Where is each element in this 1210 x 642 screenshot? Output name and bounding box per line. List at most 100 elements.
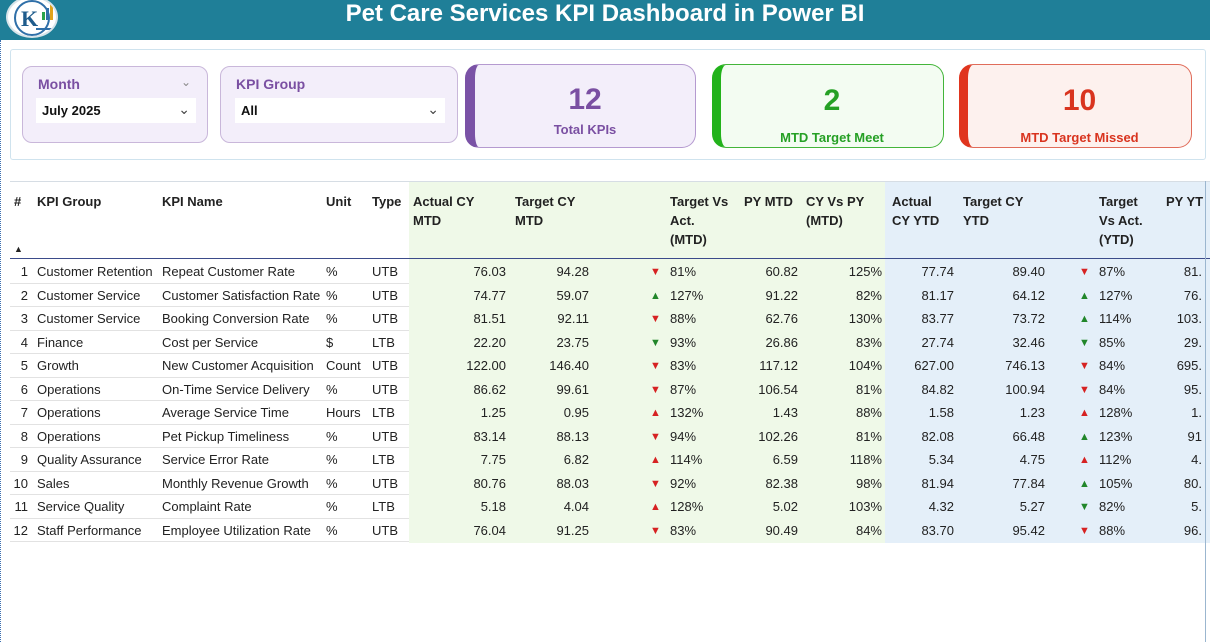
table-row[interactable]: 6 Operations On-Time Service Delivery% UTB 8…	[10, 378, 1210, 401]
cell-unit: %	[326, 311, 338, 326]
table-row[interactable]: 4 Finance Cost per Service $ LTB 22.20 23.75 ▼ 9…	[10, 331, 1210, 354]
cell-target-cy-mtd: 23.75	[556, 334, 589, 350]
cell-actual-cy-mtd: 80.76	[473, 475, 506, 491]
mtd-status-icon: ▲	[650, 454, 661, 466]
cell-unit: %	[326, 475, 338, 491]
column-header-kpi-group[interactable]: KPI Group	[37, 194, 102, 209]
cell-py-ytd: 95.	[1183, 381, 1202, 397]
column-header-cy-vs-py-mtd[interactable]: CY Vs PY (MTD)	[806, 192, 864, 230]
column-header-target-vs-act-mtd[interactable]: Target Vs Act. (MTD)	[670, 192, 728, 249]
cell-type: UTB	[372, 358, 398, 373]
mtd-status-icon: ▼	[650, 383, 661, 396]
cell-kpi-name: New Customer Acquisition	[162, 358, 314, 373]
cell-kpi-name: Service Error Rate	[162, 452, 269, 467]
cell-kpi-name: Complaint Rate	[162, 499, 252, 514]
cell-kpi-group: Service Quality	[37, 499, 125, 514]
cell-kpi-name: Customer Satisfaction Rate	[162, 287, 321, 303]
column-header-py-mtd[interactable]: PY MTD	[744, 194, 793, 209]
chevron-down-icon[interactable]: ⌄	[178, 101, 190, 117]
table-row[interactable]: 5 Growth New Customer Acquisition Count UTB 1…	[10, 354, 1210, 378]
mtd-status-icon: ▼	[650, 336, 661, 349]
cell-target-cy-mtd: 88.03	[556, 475, 589, 491]
row-divider	[10, 306, 409, 307]
kpi-table[interactable]: # ▲ KPI Group KPI Name Unit Type Actual …	[10, 181, 1210, 642]
table-row[interactable]: 8 Operations Pet Pickup Timeliness% UTB 83.1…	[10, 425, 1210, 448]
month-slicer[interactable]: Month ⌄ July 2025 ⌄	[22, 66, 208, 143]
cell-type: UTB	[372, 522, 398, 538]
month-dropdown[interactable]: July 2025 ⌄	[36, 98, 196, 123]
mtd-target-meet-value: 2	[823, 84, 841, 117]
cell-kpi-group: Customer Service	[37, 287, 141, 303]
cell-target-vs-act-mtd: 92%	[670, 475, 697, 491]
cell-type: LTB	[372, 405, 395, 420]
cell-actual-cy-mtd: 22.20	[473, 334, 506, 350]
header-line: Target CY	[963, 194, 1024, 209]
cell-target-cy-ytd: 4.75	[1019, 452, 1045, 467]
cell-target-vs-act-ytd: 127%	[1099, 287, 1133, 303]
cell-target-vs-act-ytd: 84%	[1099, 381, 1126, 397]
month-value: July 2025	[42, 103, 101, 118]
cell-number: 12	[13, 522, 28, 538]
column-header-target-vs-act-ytd[interactable]: Target Vs Act. (YTD)	[1099, 192, 1143, 249]
cell-target-vs-act-mtd: 132%	[670, 405, 704, 420]
table-row[interactable]: 2 Customer Service Customer Satisfaction R…	[10, 284, 1210, 307]
cell-actual-cy-mtd: 5.18	[480, 499, 506, 514]
mtd-status-icon: ▲	[650, 289, 661, 302]
column-header-target-cy-ytd[interactable]: Target CY YTD	[963, 192, 1023, 230]
cell-actual-cy-mtd: 86.62	[473, 381, 506, 397]
cell-target-vs-act-mtd: 88%	[670, 311, 697, 326]
cell-actual-cy-ytd: 82.08	[921, 428, 954, 444]
cell-cy-vs-py-mtd: 130%	[848, 311, 882, 326]
cell-kpi-group: Growth	[37, 358, 79, 373]
column-header-actual-cy-ytd[interactable]: Actual CY YTD	[892, 192, 939, 230]
table-row[interactable]: 10 Sales Monthly Revenue Growth% UTB 80.76 88…	[10, 472, 1210, 495]
chevron-down-icon[interactable]: ⌄	[180, 75, 191, 89]
table-row[interactable]: 3 Customer Service Booking Conversion Rate…	[10, 307, 1210, 331]
column-header-unit[interactable]: Unit	[326, 194, 352, 209]
mtd-target-missed-label: MTD Target Missed	[1020, 130, 1139, 145]
chevron-down-icon[interactable]: ⌄	[427, 101, 439, 117]
cell-target-vs-act-ytd: 84%	[1099, 358, 1126, 373]
cell-target-cy-mtd: 91.25	[556, 522, 589, 538]
column-header-type[interactable]: Type	[372, 194, 402, 209]
kpi-group-dropdown[interactable]: All ⌄	[235, 98, 445, 123]
cell-cy-vs-py-mtd: 81%	[855, 381, 882, 397]
column-header-target-cy-mtd[interactable]: Target CY MTD	[515, 192, 575, 230]
cell-type: LTB	[372, 334, 395, 350]
cell-actual-cy-mtd: 122.00	[466, 358, 506, 373]
cell-cy-vs-py-mtd: 104%	[848, 358, 882, 373]
ytd-status-icon: ▲	[1079, 430, 1090, 443]
cell-target-vs-act-ytd: 87%	[1099, 264, 1126, 279]
table-row[interactable]: 11 Service Quality Complaint Rate% LTB 5.18 4…	[10, 495, 1210, 519]
cell-kpi-group: Operations	[37, 428, 101, 444]
row-divider	[10, 353, 409, 354]
table-row[interactable]: 9 Quality Assurance Service Error Rate% LTB…	[10, 448, 1210, 472]
mtd-section-background	[409, 182, 885, 543]
cell-target-cy-ytd: 746.13	[1005, 358, 1045, 373]
column-header-kpi-name[interactable]: KPI Name	[162, 194, 223, 209]
column-header-number[interactable]: #	[14, 194, 22, 209]
row-divider	[10, 423, 409, 425]
month-slicer-label: Month	[38, 76, 80, 92]
cell-py-mtd: 26.86	[765, 334, 798, 350]
ytd-status-icon: ▼	[1079, 336, 1090, 349]
kpi-group-slicer[interactable]: KPI Group All ⌄	[220, 66, 458, 143]
table-row[interactable]: 7 Operations Average Service Time Hours LTB 1…	[10, 401, 1210, 425]
cell-target-vs-act-ytd: 85%	[1099, 334, 1126, 350]
cell-target-vs-act-mtd: 87%	[670, 381, 697, 397]
header-line: Target	[1099, 194, 1138, 209]
column-header-py-ytd[interactable]: PY YT	[1166, 194, 1204, 209]
svg-text:K: K	[21, 6, 38, 31]
canvas-edge	[0, 40, 3, 642]
cell-unit: Count	[326, 358, 361, 373]
mtd-target-meet-card: 2 MTD Target Meet	[712, 64, 944, 148]
table-row[interactable]: 1 Customer Retention Repeat Customer Rate%…	[10, 260, 1210, 284]
column-header-actual-cy-mtd[interactable]: Actual CY MTD	[413, 192, 474, 230]
total-kpis-label: Total KPIs	[553, 122, 617, 137]
cell-unit: %	[326, 264, 338, 279]
header-line: Target CY	[515, 194, 576, 209]
header-line: MTD	[413, 213, 442, 228]
sort-ascending-icon[interactable]: ▲	[14, 244, 23, 254]
cell-actual-cy-mtd: 76.04	[473, 522, 506, 538]
table-row[interactable]: 12 Staff Performance Employee Utilization …	[10, 519, 1210, 542]
